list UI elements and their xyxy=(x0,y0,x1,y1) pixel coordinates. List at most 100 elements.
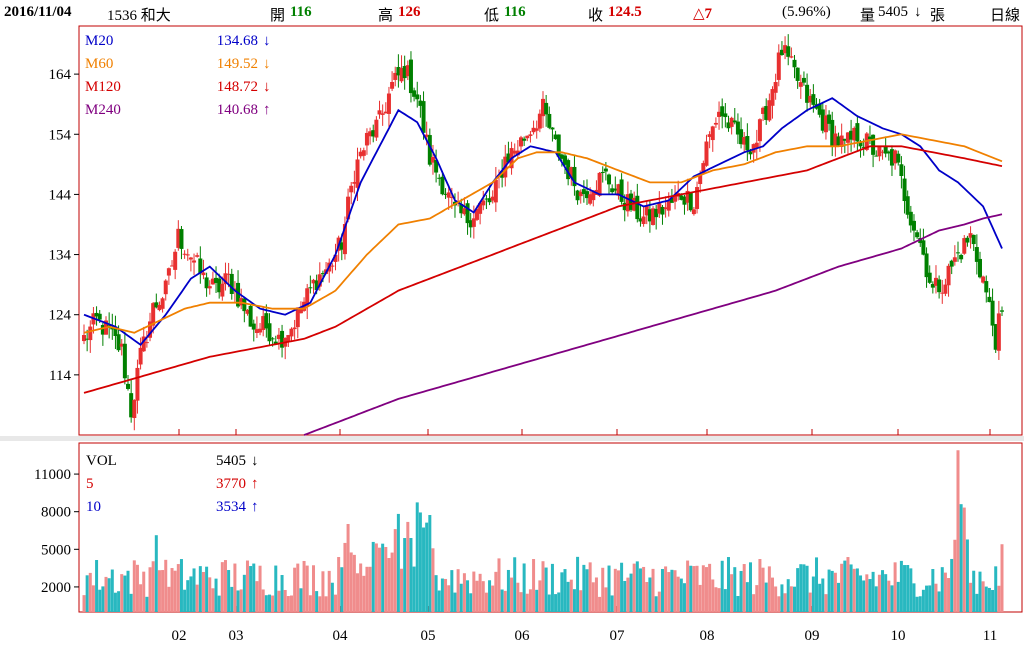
candle-body xyxy=(474,208,479,220)
candle-body xyxy=(248,305,253,327)
volume-bar xyxy=(466,580,470,612)
volume-bar xyxy=(837,582,841,612)
volume-bar xyxy=(352,554,356,612)
candle-body xyxy=(622,202,627,211)
volume-bar xyxy=(415,502,419,612)
volume-bar xyxy=(227,570,231,612)
volume-bar xyxy=(890,585,894,612)
legend-arrow: ↓ xyxy=(263,56,271,72)
volume-bar xyxy=(503,590,507,612)
volume-bar xyxy=(708,563,712,612)
candle-body xyxy=(767,100,772,121)
candle-body xyxy=(927,272,932,283)
volume-bar xyxy=(315,591,319,612)
candle-body xyxy=(311,279,316,284)
volume-bar xyxy=(802,564,806,612)
volume-bar xyxy=(444,578,448,612)
candle-body xyxy=(654,208,659,218)
volume-bar xyxy=(859,575,863,612)
candle-body xyxy=(393,72,398,80)
volume-bar xyxy=(969,582,973,612)
volume-bar xyxy=(447,585,451,612)
volume-bar xyxy=(748,562,752,612)
volume-bar xyxy=(192,568,196,612)
volume-bar xyxy=(217,595,221,612)
volume-bar xyxy=(884,574,888,612)
price-frame xyxy=(78,25,1023,436)
volume-bar xyxy=(723,589,727,612)
candle-body xyxy=(899,164,904,177)
candle-body xyxy=(204,277,209,289)
volume-bar xyxy=(912,583,916,612)
candle-body xyxy=(905,196,910,215)
month-tick-label: 09 xyxy=(805,628,820,644)
volume-bar xyxy=(783,593,787,612)
candle-body xyxy=(720,106,725,117)
candle-body xyxy=(342,224,347,255)
volume-bar xyxy=(997,585,1001,612)
volume-bar xyxy=(808,592,812,612)
high-value: 126 xyxy=(398,4,421,20)
candle-body xyxy=(100,324,105,335)
candle-body xyxy=(801,77,806,83)
change-percent: (5.96%) xyxy=(782,4,831,20)
candle-body xyxy=(399,67,404,82)
volume-legend-name: 5 xyxy=(86,476,94,492)
candle-body xyxy=(779,49,784,55)
candle-body xyxy=(518,137,523,147)
candle-body xyxy=(415,94,420,100)
volume-bar xyxy=(623,580,627,612)
candle-body xyxy=(977,258,982,278)
candle-body xyxy=(588,194,593,204)
candle-body xyxy=(717,111,722,117)
candle-body xyxy=(874,155,879,157)
candle-body xyxy=(254,329,259,334)
candle-body xyxy=(151,303,156,326)
candle-body xyxy=(949,260,954,267)
candle-body xyxy=(550,127,555,130)
candle-body xyxy=(173,251,178,270)
candle-body xyxy=(673,195,678,202)
volume-bar xyxy=(676,576,680,612)
candle-body xyxy=(889,149,894,166)
volume-bar xyxy=(956,450,960,612)
candle-body xyxy=(192,260,197,263)
volume-bar xyxy=(396,513,400,612)
volume-bar xyxy=(425,522,429,612)
volume-bar xyxy=(123,575,127,612)
candle-body xyxy=(566,160,571,180)
candle-body xyxy=(691,209,696,215)
volume-bar xyxy=(104,576,108,612)
volume-bar xyxy=(635,561,639,612)
candle-body xyxy=(786,46,791,57)
candle-body xyxy=(902,178,907,202)
volume-bar xyxy=(670,569,674,612)
volume-legend-arrow: ↑ xyxy=(251,476,259,492)
candle-body xyxy=(531,127,536,133)
volume-bar xyxy=(701,565,705,612)
candle-body xyxy=(625,194,630,212)
month-tick-label: 07 xyxy=(610,628,626,644)
candle-body xyxy=(965,237,970,243)
volume-bar xyxy=(981,581,985,612)
candle-body xyxy=(937,279,942,293)
candle-body xyxy=(861,146,866,148)
candle-body xyxy=(242,298,247,312)
volume-bar xyxy=(525,593,529,612)
candle-body xyxy=(745,136,750,151)
candle-body xyxy=(113,326,118,337)
volume-bar xyxy=(830,570,834,612)
candle-body xyxy=(757,119,762,142)
candle-body xyxy=(264,313,269,329)
volume-bar xyxy=(428,515,432,612)
candle-body xyxy=(229,273,234,294)
volume-bar xyxy=(994,566,998,612)
candle-body xyxy=(267,323,272,342)
volume-bar xyxy=(645,582,649,612)
candle-body xyxy=(839,135,844,147)
volume-bar xyxy=(195,584,199,612)
volume-bar xyxy=(437,590,441,612)
candle-body xyxy=(308,287,313,289)
volume-bar xyxy=(528,589,532,612)
candle-body xyxy=(88,326,93,341)
